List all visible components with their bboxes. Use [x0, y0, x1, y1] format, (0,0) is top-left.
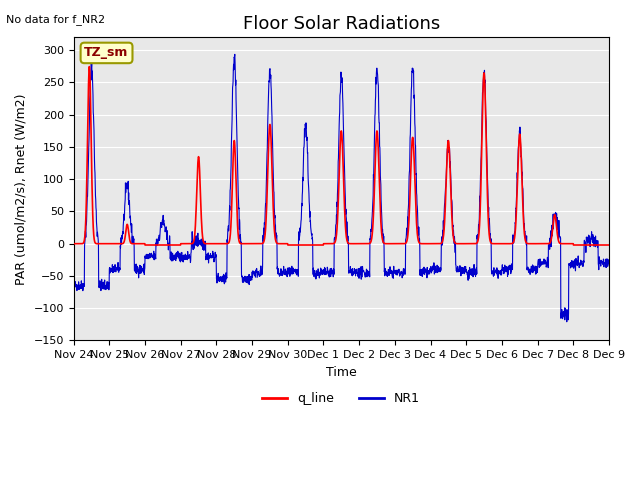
- Text: TZ_sm: TZ_sm: [84, 47, 129, 60]
- NR1: [369, 208, 376, 214]
- X-axis label: Time: Time: [326, 366, 356, 379]
- q_line: [558, 241, 566, 247]
- q_line: [220, 241, 227, 247]
- NR1: [563, 319, 571, 324]
- NR1: [357, 267, 365, 273]
- Y-axis label: PAR (umol/m2/s), Rnet (W/m2): PAR (umol/m2/s), Rnet (W/m2): [15, 93, 28, 285]
- NR1: [70, 281, 77, 287]
- Line: NR1: NR1: [74, 54, 609, 322]
- NR1: [605, 259, 612, 264]
- Legend: q_line, NR1: q_line, NR1: [257, 387, 425, 410]
- NR1: [219, 274, 227, 280]
- q_line: [85, 64, 93, 70]
- NR1: [497, 268, 505, 274]
- Title: Floor Solar Radiations: Floor Solar Radiations: [243, 15, 440, 33]
- q_line: [369, 226, 376, 232]
- q_line: [141, 242, 149, 248]
- NR1: [573, 258, 580, 264]
- q_line: [605, 242, 612, 248]
- q_line: [497, 241, 505, 247]
- q_line: [70, 241, 77, 247]
- Line: q_line: q_line: [74, 67, 609, 245]
- q_line: [357, 241, 365, 247]
- q_line: [573, 242, 580, 248]
- NR1: [558, 307, 566, 312]
- Text: No data for f_NR2: No data for f_NR2: [6, 14, 106, 25]
- NR1: [231, 51, 239, 57]
